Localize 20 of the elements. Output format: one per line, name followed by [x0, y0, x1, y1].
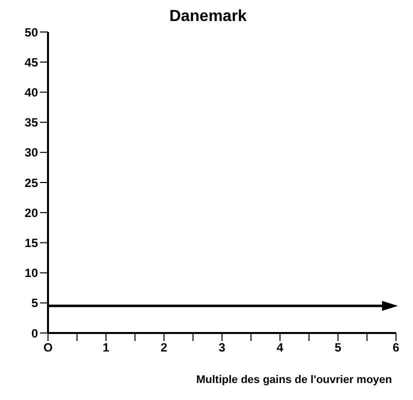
y-tick-label: 40 — [24, 85, 38, 100]
y-tick-label: 45 — [24, 55, 38, 70]
y-tick-label: 20 — [24, 206, 38, 220]
y-tick-label: 50 — [24, 25, 38, 40]
x-tick-label: 6 — [392, 340, 400, 355]
x-tick-label: 3 — [218, 340, 226, 355]
y-tick-label: 5 — [31, 296, 38, 310]
x-tick-label: O — [43, 340, 53, 355]
y-tick-label: 25 — [24, 176, 38, 190]
y-tick-label: 30 — [24, 146, 38, 160]
y-tick-label: 15 — [24, 236, 38, 250]
y-tick-label: 35 — [24, 116, 38, 130]
x-tick-label: 1 — [102, 340, 110, 355]
y-tick-label: 0 — [31, 326, 38, 340]
x-tick-label: 5 — [334, 340, 342, 355]
x-tick-label: 2 — [160, 340, 168, 355]
x-axis-title: Multiple des gains de l'ouvrier moyen — [196, 374, 392, 386]
chart-title: Danemark — [168, 8, 248, 26]
x-tick-label: 4 — [276, 340, 284, 355]
y-tick-label: 10 — [24, 266, 38, 280]
